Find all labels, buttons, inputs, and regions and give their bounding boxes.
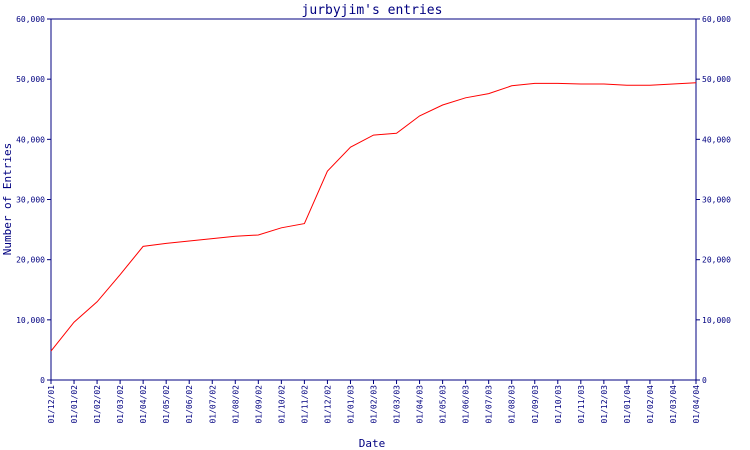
x-tick-label: 01/02/02 xyxy=(93,385,102,424)
x-tick-label: 01/06/02 xyxy=(185,385,194,424)
right-y-axis: 0 10,000 20,000 30,000 40,000 50,000 60,000 xyxy=(696,15,731,385)
y-tick-label-right: 10,000 xyxy=(702,316,731,325)
x-tick-label: 01/12/03 xyxy=(600,385,609,424)
y-tick-label-left: 0 xyxy=(40,376,45,385)
x-axis-label: Date xyxy=(359,437,386,450)
y-tick-label-left: 50,000 xyxy=(16,75,45,84)
x-tick-label: 01/01/03 xyxy=(346,385,355,424)
chart-title: jurbyjim's entries xyxy=(302,3,443,18)
x-tick-label: 01/12/02 xyxy=(323,385,332,424)
x-tick-label: 01/09/03 xyxy=(531,385,540,424)
x-tick-label: 01/10/03 xyxy=(554,385,563,424)
x-tick-label: 01/04/02 xyxy=(139,385,148,424)
y-tick-label-left: 20,000 xyxy=(16,256,45,265)
x-tick-label: 01/09/02 xyxy=(254,385,263,424)
x-tick-label: 01/06/03 xyxy=(462,385,471,424)
x-tick-label: 01/03/02 xyxy=(116,385,125,424)
y-tick-label-right: 50,000 xyxy=(702,75,731,84)
x-tick-label: 01/11/02 xyxy=(300,385,309,424)
x-tick-label: 01/08/03 xyxy=(508,385,517,424)
y-tick-label-right: 60,000 xyxy=(702,15,731,24)
x-tick-label: 01/05/02 xyxy=(162,385,171,424)
x-tick-label: 01/11/03 xyxy=(577,385,586,424)
y-tick-label-left: 60,000 xyxy=(16,15,45,24)
x-axis: 01/12/01 01/01/02 01/02/02 01/03/02 01/04/02… xyxy=(47,380,701,424)
x-tick-label: 01/07/03 xyxy=(485,385,494,424)
x-tick-label: 01/02/04 xyxy=(646,385,655,424)
y-tick-label-right: 40,000 xyxy=(702,135,731,144)
x-tick-label: 01/07/02 xyxy=(208,385,217,424)
x-tick-label: 01/10/02 xyxy=(277,385,286,424)
plot-area-frame xyxy=(50,18,697,381)
x-tick-label: 01/04/04 xyxy=(692,385,701,424)
x-tick-label: 01/08/02 xyxy=(231,385,240,424)
x-tick-label: 01/03/03 xyxy=(393,385,402,424)
y-tick-label-left: 30,000 xyxy=(16,196,45,205)
x-tick-label: 01/03/04 xyxy=(669,385,678,424)
x-tick-label: 01/04/03 xyxy=(416,385,425,424)
x-tick-label: 01/05/03 xyxy=(439,385,448,424)
y-tick-label-right: 20,000 xyxy=(702,256,731,265)
y-tick-label-left: 10,000 xyxy=(16,316,45,325)
y-tick-label-left: 40,000 xyxy=(16,135,45,144)
x-tick-label: 01/02/03 xyxy=(370,385,379,424)
y-tick-label-right: 0 xyxy=(702,376,707,385)
x-tick-label: 01/01/04 xyxy=(623,385,632,424)
left-y-axis: 0 10,000 20,000 30,000 40,000 50,000 60,000 xyxy=(16,15,51,385)
x-tick-label: 01/12/01 xyxy=(47,385,56,424)
x-tick-label: 01/01/02 xyxy=(70,385,79,424)
y-tick-label-right: 30,000 xyxy=(702,196,731,205)
entries-series-line xyxy=(50,82,697,352)
y-axis-label: Number of Entries xyxy=(1,143,14,256)
